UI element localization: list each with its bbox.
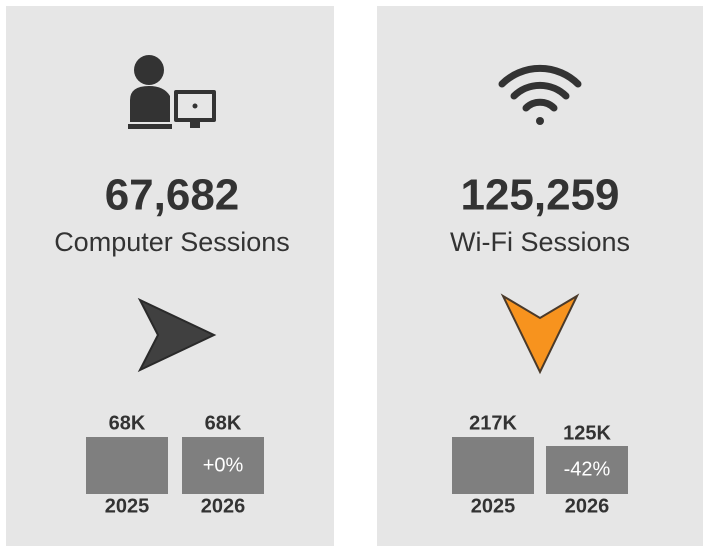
bar — [86, 437, 168, 494]
metric-value: 67,682 — [105, 171, 240, 220]
bar-label: 125K — [563, 422, 611, 444]
trend-arrow-flat — [137, 297, 217, 373]
bar-label: 68K — [205, 412, 242, 434]
change-label: +0% — [203, 454, 244, 476]
card — [6, 6, 334, 546]
metric-label: Wi-Fi Sessions — [450, 227, 630, 257]
year-label: 2026 — [201, 495, 246, 517]
bar — [182, 437, 264, 494]
card — [377, 6, 703, 546]
bar — [546, 446, 628, 494]
year-label: 2025 — [105, 495, 150, 517]
bar-label: 217K — [469, 412, 517, 434]
computer-icon — [128, 55, 216, 129]
metric-value: 125,259 — [460, 171, 619, 220]
year-label: 2026 — [565, 495, 610, 517]
year-label: 2025 — [471, 495, 516, 517]
metric-label: Computer Sessions — [54, 227, 290, 257]
bar-label: 68K — [109, 412, 146, 434]
change-label: -42% — [564, 458, 611, 480]
wifi-icon — [498, 64, 582, 125]
trend-arrow-down — [500, 293, 580, 375]
bar — [452, 437, 534, 494]
